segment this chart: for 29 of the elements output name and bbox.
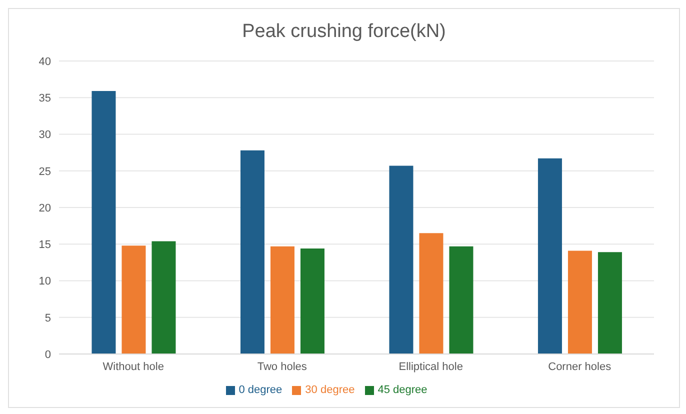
bar (419, 233, 444, 354)
bar (449, 246, 474, 354)
bar (92, 91, 116, 354)
y-tick-label: 15 (38, 239, 51, 252)
y-tick-label: 40 (38, 56, 51, 68)
y-tick-label: 25 (38, 166, 51, 178)
chart-title: Peak crushing force(kN) (241, 20, 447, 44)
y-tick-label: 0 (44, 348, 51, 361)
bar (300, 248, 324, 354)
bar (598, 252, 622, 354)
legend-label: 45 degree (378, 384, 428, 396)
x-tick-label: Corner holes (548, 360, 612, 373)
legend-label: 0 degree (238, 384, 282, 396)
bar (568, 250, 592, 354)
x-tick-label: Two holes (257, 360, 308, 373)
bar (122, 246, 146, 354)
bar (240, 150, 264, 354)
bar (270, 246, 294, 354)
y-tick-label: 5 (44, 312, 51, 324)
y-tick-label: 20 (38, 202, 51, 214)
y-tick-label: 10 (38, 276, 51, 288)
y-tick-label: 35 (38, 92, 51, 105)
x-tick-label: Elliptical hole (398, 360, 463, 373)
bar (389, 166, 414, 354)
y-tick-label: 30 (38, 129, 51, 142)
legend-label: 30 degree (305, 384, 355, 396)
x-tick-label: Without hole (102, 360, 164, 373)
bar (538, 158, 562, 354)
bar (152, 241, 176, 354)
